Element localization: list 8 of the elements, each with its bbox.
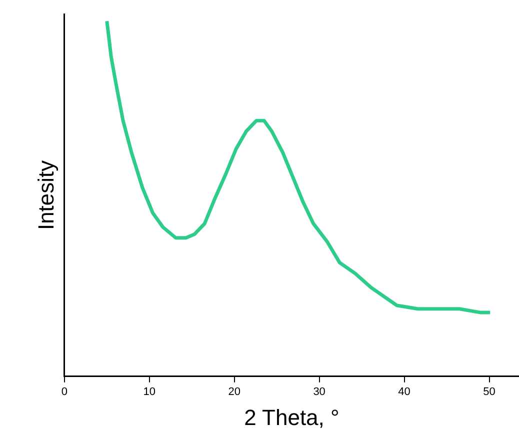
x-tick-label: 30 <box>313 386 326 398</box>
x-tick-label: 10 <box>143 386 156 398</box>
x-tick-label: 0 <box>61 386 68 398</box>
x-tick-label: 40 <box>398 386 410 398</box>
x-tick-label: 20 <box>228 386 240 398</box>
x-tick-label: 50 <box>483 386 496 398</box>
y-axis-title: Intesity <box>33 160 58 230</box>
x-axis-title: 2 Theta, ° <box>244 404 340 430</box>
